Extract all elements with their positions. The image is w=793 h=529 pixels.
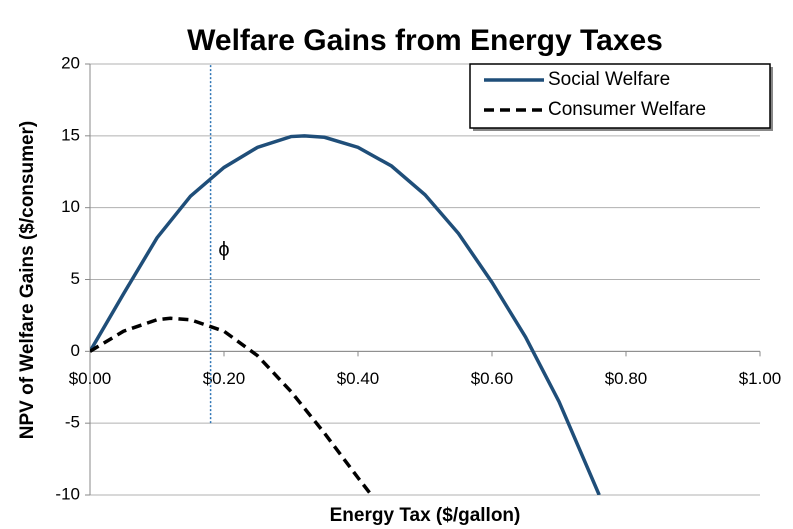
y-tick-label: 5	[71, 269, 80, 288]
legend-label: Consumer Welfare	[548, 99, 706, 120]
series-line	[90, 134, 601, 495]
x-tick-label: $0.60	[471, 369, 514, 388]
y-tick-label: -10	[55, 484, 80, 503]
y-tick-label: 20	[61, 53, 80, 72]
y-tick-label: 0	[71, 341, 80, 360]
y-tick-label: 10	[61, 197, 80, 216]
x-tick-label: $0.00	[69, 369, 112, 388]
x-tick-label: $1.00	[739, 369, 782, 388]
chart-title: Welfare Gains from Energy Taxes	[187, 24, 663, 57]
legend-label: Social Welfare	[548, 69, 670, 90]
x-axis-label: Energy Tax ($/gallon)	[330, 505, 521, 526]
x-tick-label: $0.40	[337, 369, 380, 388]
y-axis-label: NPV of Welfare Gains ($/consumer)	[17, 121, 38, 440]
legend-box	[469, 63, 771, 129]
y-tick-label: -5	[65, 413, 80, 432]
x-tick-label: $0.20	[203, 369, 246, 388]
series-line	[90, 316, 373, 495]
y-tick-label: 15	[61, 125, 80, 144]
x-tick-label: $0.80	[605, 369, 648, 388]
annotation: ϕ	[218, 239, 229, 261]
